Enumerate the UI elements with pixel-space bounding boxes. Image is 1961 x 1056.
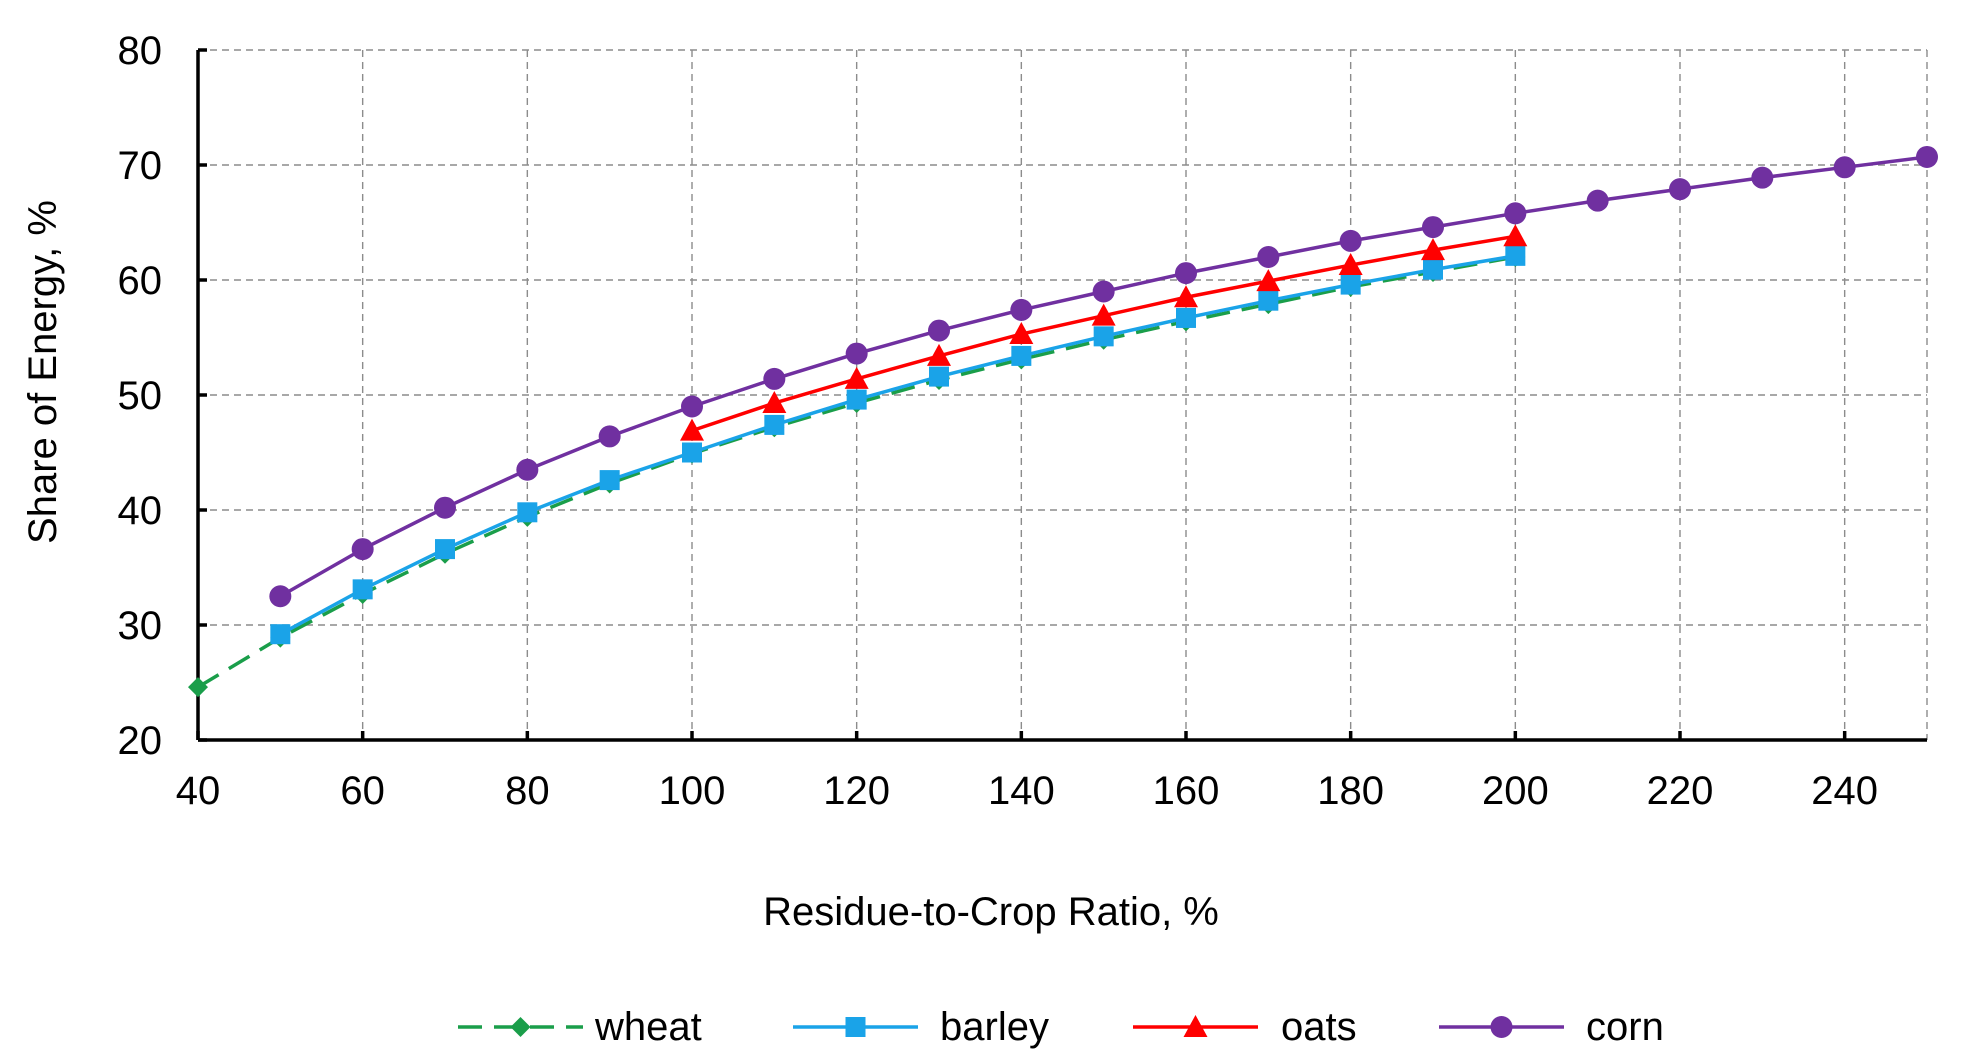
x-tick-label: 180: [1317, 769, 1384, 813]
data-point-corn: [1751, 166, 1774, 189]
data-point-corn: [1916, 145, 1938, 168]
y-tick-label: 50: [118, 374, 163, 418]
x-tick-label: 220: [1647, 769, 1714, 813]
data-point-corn: [1092, 280, 1115, 303]
data-point-corn: [845, 342, 868, 365]
data-point-barley: [1176, 307, 1196, 328]
data-point-barley: [1423, 259, 1443, 280]
data-point-barley: [682, 442, 702, 463]
data-point-oats: [1009, 322, 1034, 345]
data-point-oats: [1174, 285, 1198, 308]
data-point-barley: [599, 470, 620, 491]
data-point-oats: [1256, 269, 1281, 292]
data-point-corn: [1175, 262, 1197, 285]
axes: [196, 48, 1927, 742]
legend-item-corn[interactable]: corn: [1439, 1005, 1664, 1049]
data-point-barley: [846, 389, 867, 410]
legend-label-barley: barley: [940, 1005, 1049, 1049]
data-point-corn: [928, 319, 950, 342]
series-line-wheat: [197, 255, 1516, 689]
series-group: [197, 155, 1928, 689]
x-tick-label: 120: [823, 769, 890, 813]
data-point-corn: [434, 496, 456, 519]
data-point-corn: [1257, 246, 1280, 268]
data-point-oats: [1091, 303, 1116, 326]
data-point-barley: [517, 502, 538, 523]
y-axis-title: Share of Energy, %: [21, 200, 65, 544]
data-point-corn: [1833, 156, 1856, 179]
data-point-oats: [762, 391, 787, 414]
data-point-barley: [270, 624, 291, 645]
legend-label-corn: corn: [1586, 1005, 1664, 1049]
y-tick-label: 20: [118, 719, 163, 763]
legend-swatch-corn: [1439, 1016, 1564, 1038]
y-tick-label: 30: [118, 604, 163, 648]
legend-marker-barley: [845, 1017, 866, 1037]
data-point-corn: [681, 395, 703, 418]
x-tick-label: 240: [1811, 769, 1878, 813]
legend: wheat barley oats corn: [458, 1005, 1664, 1049]
y-tick-label: 60: [118, 259, 163, 303]
legend-item-wheat[interactable]: wheat: [458, 1005, 702, 1049]
x-tick-label: 200: [1482, 769, 1549, 813]
legend-label-oats: oats: [1281, 1005, 1357, 1049]
x-tick-label: 100: [659, 769, 726, 813]
series-line-barley: [279, 254, 1516, 636]
legend-swatch-wheat: [458, 1017, 583, 1037]
markers-group: [188, 145, 1938, 698]
legend-item-oats[interactable]: oats: [1133, 1005, 1357, 1049]
x-tick-label: 60: [340, 769, 385, 813]
legend-swatch-oats: [1133, 1015, 1258, 1037]
data-point-corn: [763, 367, 786, 390]
data-point-barley: [1093, 326, 1114, 347]
data-point-barley: [352, 579, 373, 600]
x-tick-label: 160: [1153, 769, 1220, 813]
x-tick-label: 140: [988, 769, 1055, 813]
legend-label-wheat: wheat: [594, 1005, 702, 1049]
data-point-barley: [764, 414, 785, 435]
y-tick-label: 70: [118, 144, 163, 188]
data-point-corn: [351, 538, 374, 561]
y-tick-label: 80: [118, 29, 163, 73]
data-point-corn: [1504, 202, 1527, 225]
data-point-corn: [1339, 229, 1362, 252]
data-point-barley: [1505, 245, 1526, 266]
data-point-corn: [1669, 178, 1691, 201]
legend-marker-oats: [1183, 1015, 1208, 1037]
y-tick-label: 40: [118, 489, 163, 533]
data-point-corn: [1422, 216, 1444, 239]
x-axis-title: Residue-to-Crop Ratio, %: [763, 890, 1219, 934]
legend-marker-wheat: [510, 1017, 531, 1037]
data-point-corn: [1586, 189, 1609, 212]
legend-marker-corn: [1490, 1016, 1513, 1038]
data-point-barley: [1340, 274, 1361, 295]
data-point-barley: [1258, 290, 1279, 311]
data-point-oats: [1421, 238, 1445, 261]
x-tick-label: 80: [505, 769, 550, 813]
data-point-oats: [927, 343, 951, 366]
data-point-corn: [1010, 298, 1033, 321]
grid: [198, 49, 1928, 740]
x-tick-label: 40: [176, 769, 221, 813]
data-point-oats: [1503, 224, 1528, 247]
data-point-barley: [1011, 345, 1032, 366]
data-point-barley: [435, 539, 455, 560]
data-point-corn: [269, 585, 292, 608]
data-point-oats: [680, 418, 704, 441]
data-point-wheat: [188, 677, 208, 698]
tick-labels: 20 30 40 50 60 70 80 40 60 80 100 120 140 160 180 200 22…: [118, 29, 1879, 813]
data-point-barley: [929, 366, 949, 387]
data-point-oats: [844, 366, 869, 389]
data-point-corn: [598, 425, 621, 448]
legend-item-barley[interactable]: barley: [793, 1005, 1049, 1049]
data-point-corn: [516, 458, 539, 481]
data-point-oats: [1338, 253, 1363, 276]
legend-swatch-barley: [793, 1017, 918, 1037]
